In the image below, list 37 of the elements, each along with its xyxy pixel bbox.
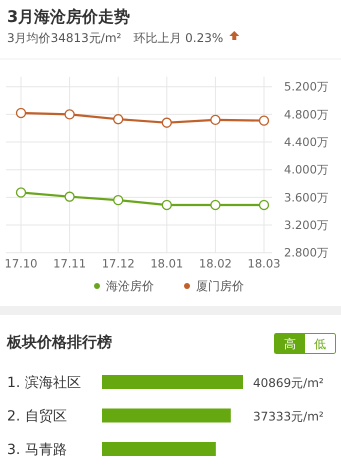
text: 高	[284, 337, 296, 351]
legend-label: 厦门房价	[196, 279, 244, 293]
point	[258, 200, 270, 210]
y-tick-label: 4.800万	[284, 107, 329, 122]
x-tick-label: 18.02	[198, 256, 232, 271]
x-tick-label: 17.12	[102, 256, 135, 271]
chart-title: 3月海沧房价走势	[7, 7, 130, 26]
y-tick-label: 1. 滨海社区	[7, 375, 81, 391]
chart-subtitle: 3月均价34813元/m² 环比上月 0.23%	[7, 31, 224, 45]
point	[210, 200, 221, 210]
y-tick-label: 3.600万	[284, 190, 329, 204]
y-tick-label: 5.200万	[284, 80, 329, 94]
point	[113, 194, 124, 206]
point	[258, 115, 270, 126]
y-tick-label: 4.000万	[284, 162, 329, 177]
text: 低	[314, 337, 326, 351]
point	[210, 114, 221, 126]
data-label: 37333元/m²	[253, 410, 324, 424]
point	[113, 114, 124, 124]
y-tick-label: 4.400万	[284, 135, 329, 150]
x-tick-label: 17.10	[4, 256, 38, 271]
point	[162, 118, 172, 128]
x-tick-label: 18.03	[248, 256, 280, 271]
data-label: 40869元/m²	[253, 376, 324, 390]
point	[16, 187, 26, 198]
y-tick-label: 3.200万	[284, 218, 329, 232]
y-tick-label: 3. 马青路	[7, 442, 67, 458]
point	[16, 108, 26, 118]
chart-title: 板块价格排行榜	[6, 333, 112, 351]
point	[162, 200, 172, 210]
point	[64, 109, 75, 120]
y-tick-label: 2. 自贸区	[7, 408, 67, 424]
y-tick-label: 2.800万	[284, 246, 329, 260]
point	[64, 192, 75, 202]
legend-label: 海沧房价	[106, 279, 154, 293]
x-tick-label: 18.01	[150, 256, 184, 271]
x-tick-label: 17.11	[53, 256, 86, 271]
